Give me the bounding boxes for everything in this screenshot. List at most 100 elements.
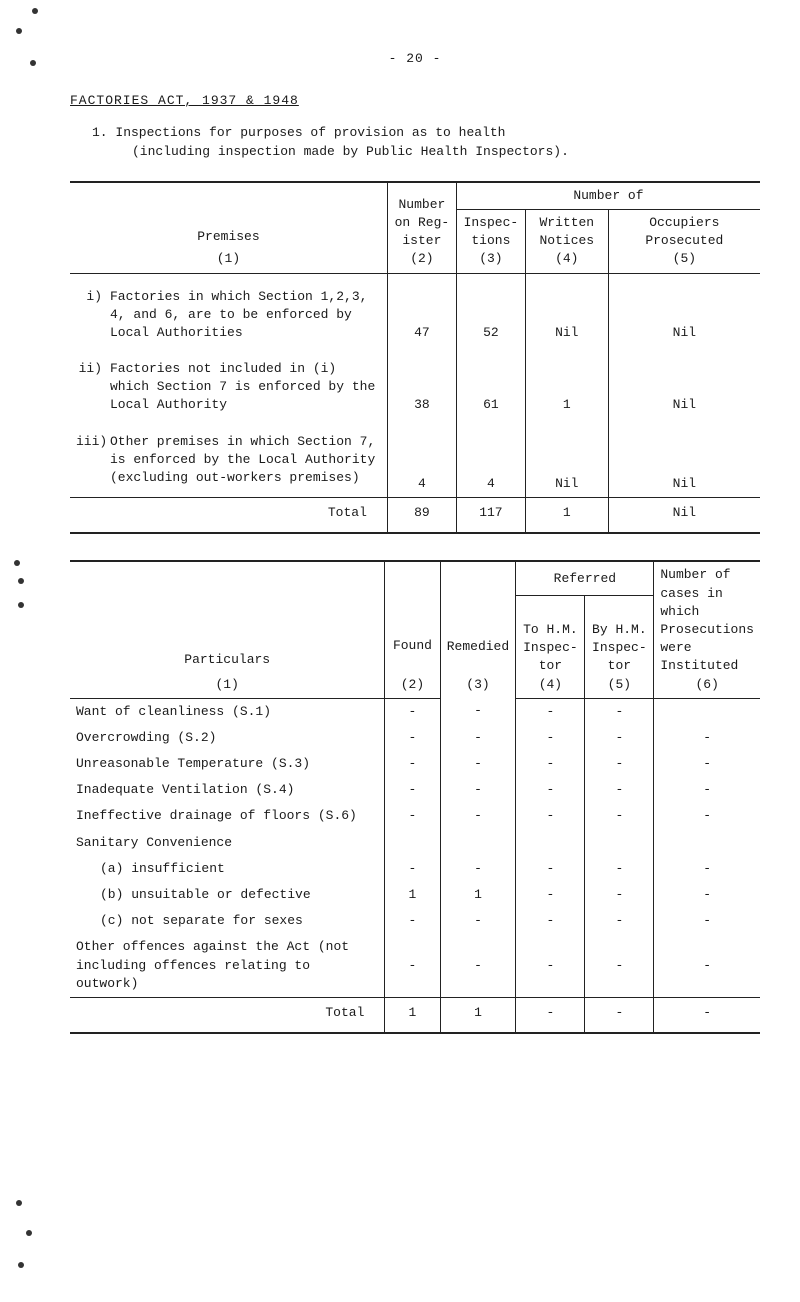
cell-value: 52 xyxy=(456,273,525,346)
cell-value: - xyxy=(654,856,760,882)
cell-value: - xyxy=(440,856,516,882)
t1-header-numberof: Number of xyxy=(456,182,760,210)
row-label: (a) insufficient xyxy=(70,856,385,882)
table-row: Overcrowding (S.2)----- xyxy=(70,725,760,751)
cell-value: - xyxy=(654,908,760,934)
cell-value: Nil xyxy=(608,498,760,534)
cell-value: - xyxy=(440,777,516,803)
cell-value: - xyxy=(585,882,654,908)
margin-dot xyxy=(16,1200,22,1206)
total-label: Total xyxy=(70,997,385,1033)
row-text: Other premises in which Section 7, is en… xyxy=(110,433,381,488)
cell-value xyxy=(654,830,760,856)
margin-dot xyxy=(26,1230,32,1236)
act-title: FACTORIES ACT, 1937 & 1948 xyxy=(70,92,760,110)
table-row: Ineffective drainage of floors (S.6)----… xyxy=(70,803,760,829)
intro-line-2: (including inspection made by Public Hea… xyxy=(92,143,760,161)
cell-value: - xyxy=(385,751,440,777)
cell-value: 1 xyxy=(525,346,608,419)
row-label: Sanitary Convenience xyxy=(70,830,385,856)
table-row: Inadequate Ventilation (S.4)----- xyxy=(70,777,760,803)
t1-header-inspections: Inspec-tions (3) xyxy=(456,209,525,273)
particulars-table: Particulars (1) Found (2) Remedied (3) R… xyxy=(70,560,760,1034)
cell-value: - xyxy=(516,908,585,934)
cell-value: - xyxy=(385,856,440,882)
page-number: - 20 - xyxy=(70,50,760,68)
t2-header-remedied: Remedied (3) xyxy=(440,561,516,698)
table-row: ii) Factories not included in (i) which … xyxy=(70,346,760,419)
t2-header-particulars: Particulars (1) xyxy=(70,561,385,698)
t2-header-cases: Number of cases in which Prosecutions we… xyxy=(654,561,760,698)
cell-value: - xyxy=(516,882,585,908)
cell-value: - xyxy=(585,698,654,725)
cell-value: - xyxy=(585,751,654,777)
cell-value: 117 xyxy=(456,498,525,534)
row-roman: i) xyxy=(76,288,110,343)
cell-value: 1 xyxy=(385,997,440,1033)
cell-value: - xyxy=(654,803,760,829)
cell-value: - xyxy=(440,725,516,751)
cell-value: - xyxy=(585,803,654,829)
cell-value: - xyxy=(385,698,440,725)
t2-header-found: Found (2) xyxy=(385,561,440,698)
cell-value: - xyxy=(516,725,585,751)
cell-value: Nil xyxy=(525,273,608,346)
cell-value: - xyxy=(585,908,654,934)
cell-value: - xyxy=(516,777,585,803)
t1-header-register: Number on Reg-ister (2) xyxy=(387,182,456,273)
cell-value: - xyxy=(585,856,654,882)
cell-value xyxy=(516,830,585,856)
margin-dot xyxy=(14,560,20,566)
row-roman: ii) xyxy=(76,360,110,415)
table-row: Other offences against the Act (not incl… xyxy=(70,934,760,997)
cell-value: - xyxy=(516,698,585,725)
cell-value: - xyxy=(385,934,440,997)
cell-value: - xyxy=(516,751,585,777)
t1-header-notices: Written Notices (4) xyxy=(525,209,608,273)
cell-value: - xyxy=(654,751,760,777)
row-text: Factories not included in (i) which Sect… xyxy=(110,360,381,415)
total-label: Total xyxy=(70,498,387,534)
cell-value: - xyxy=(585,934,654,997)
cell-value: - xyxy=(585,997,654,1033)
row-label: (b) unsuitable or defective xyxy=(70,882,385,908)
cell-value: - xyxy=(440,803,516,829)
table-row: (c) not separate for sexes----- xyxy=(70,908,760,934)
cell-value: - xyxy=(516,997,585,1033)
cell-value: - xyxy=(385,908,440,934)
margin-dot xyxy=(30,60,36,66)
cell-value: - xyxy=(654,934,760,997)
cell-value xyxy=(385,830,440,856)
cell-value: Nil xyxy=(608,419,760,498)
table-row: i) Factories in which Section 1,2,3, 4, … xyxy=(70,273,760,346)
table-row: Want of cleanliness (S.1)---- xyxy=(70,698,760,725)
cell-value: - xyxy=(585,725,654,751)
t2-header-referred: Referred xyxy=(516,561,654,596)
cell-value: - xyxy=(654,882,760,908)
cell-value: - xyxy=(516,803,585,829)
row-label: Inadequate Ventilation (S.4) xyxy=(70,777,385,803)
cell-value: - xyxy=(585,777,654,803)
cell-value: 1 xyxy=(440,882,516,908)
cell-value: - xyxy=(654,997,760,1033)
table-total-row: Total 1 1 - - - xyxy=(70,997,760,1033)
row-label: Want of cleanliness (S.1) xyxy=(70,698,385,725)
margin-dot xyxy=(32,8,38,14)
row-label: Overcrowding (S.2) xyxy=(70,725,385,751)
cell-value: Nil xyxy=(525,419,608,498)
cell-value: - xyxy=(440,934,516,997)
margin-dot xyxy=(18,602,24,608)
cell-value: - xyxy=(385,803,440,829)
document-page: - 20 - FACTORIES ACT, 1937 & 1948 1. Ins… xyxy=(0,0,800,1074)
cell-value: 61 xyxy=(456,346,525,419)
cell-value: - xyxy=(440,751,516,777)
table-row: (b) unsuitable or defective11--- xyxy=(70,882,760,908)
cell-value xyxy=(654,698,760,725)
cell-value: - xyxy=(516,856,585,882)
row-label: (c) not separate for sexes xyxy=(70,908,385,934)
t1-header-occupiers: Occupiers Prosecuted (5) xyxy=(608,209,760,273)
cell-value: 1 xyxy=(385,882,440,908)
cell-value: - xyxy=(440,908,516,934)
table-total-row: Total 89 117 1 Nil xyxy=(70,498,760,534)
table-row: Unreasonable Temperature (S.3)----- xyxy=(70,751,760,777)
